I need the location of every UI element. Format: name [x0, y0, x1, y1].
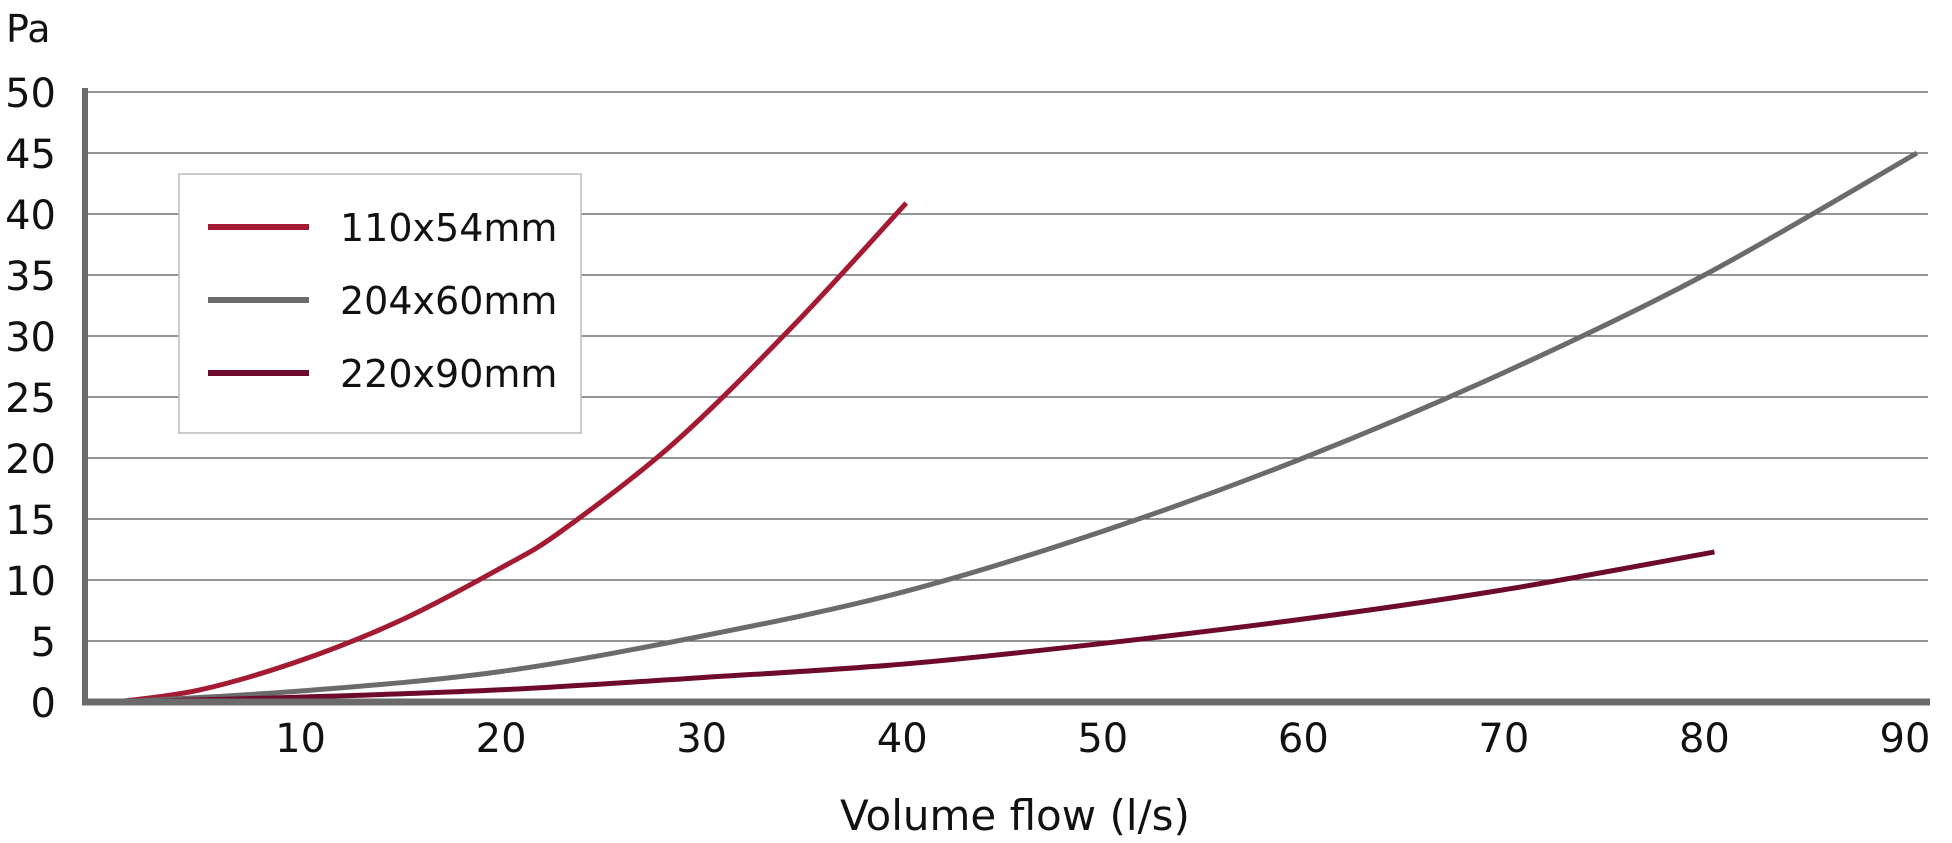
- series-line-110x54mm: [115, 201, 909, 705]
- x-tick-label: 80: [1679, 716, 1730, 762]
- x-tick-label: 10: [275, 716, 326, 762]
- y-tick-labels: 0 5 10 15 20 25 30 35 40 45 50: [5, 71, 56, 727]
- y-tick-label: 45: [5, 132, 56, 178]
- y-tick-label: 0: [31, 681, 56, 727]
- x-tick-label: 30: [676, 716, 727, 762]
- legend: 110x54mm 204x60mm 220x90mm: [178, 173, 582, 434]
- legend-label: 110x54mm: [340, 206, 557, 250]
- y-axis-label: Pa: [6, 7, 51, 51]
- y-tick-label: 5: [31, 620, 56, 666]
- series-lines: [115, 150, 1919, 705]
- x-tick-label: 70: [1478, 716, 1529, 762]
- x-tick-label: 50: [1077, 716, 1128, 762]
- y-tick-label: 30: [5, 315, 56, 361]
- y-tick-label: 15: [5, 498, 56, 544]
- series-line-220x90mm: [115, 549, 1715, 705]
- x-tick-label: 20: [476, 716, 527, 762]
- series-line-204x60mm: [115, 150, 1919, 705]
- legend-label: 220x90mm: [340, 352, 557, 396]
- x-axis-label: Volume flow (l/s): [840, 791, 1190, 840]
- y-tick-label: 50: [5, 71, 56, 117]
- y-tick-label: 40: [5, 193, 56, 239]
- y-tick-label: 20: [5, 437, 56, 483]
- y-tick-label: 25: [5, 376, 56, 422]
- x-tick-label: 60: [1278, 716, 1329, 762]
- y-tick-label: 35: [5, 254, 56, 300]
- x-tick-label: 90: [1880, 716, 1931, 762]
- x-tick-labels: 10 20 30 40 50 60 70 80 90: [275, 716, 1930, 762]
- legend-box: [178, 173, 582, 434]
- y-tick-label: 10: [5, 559, 56, 605]
- legend-label: 204x60mm: [340, 279, 557, 323]
- x-tick-label: 40: [877, 716, 928, 762]
